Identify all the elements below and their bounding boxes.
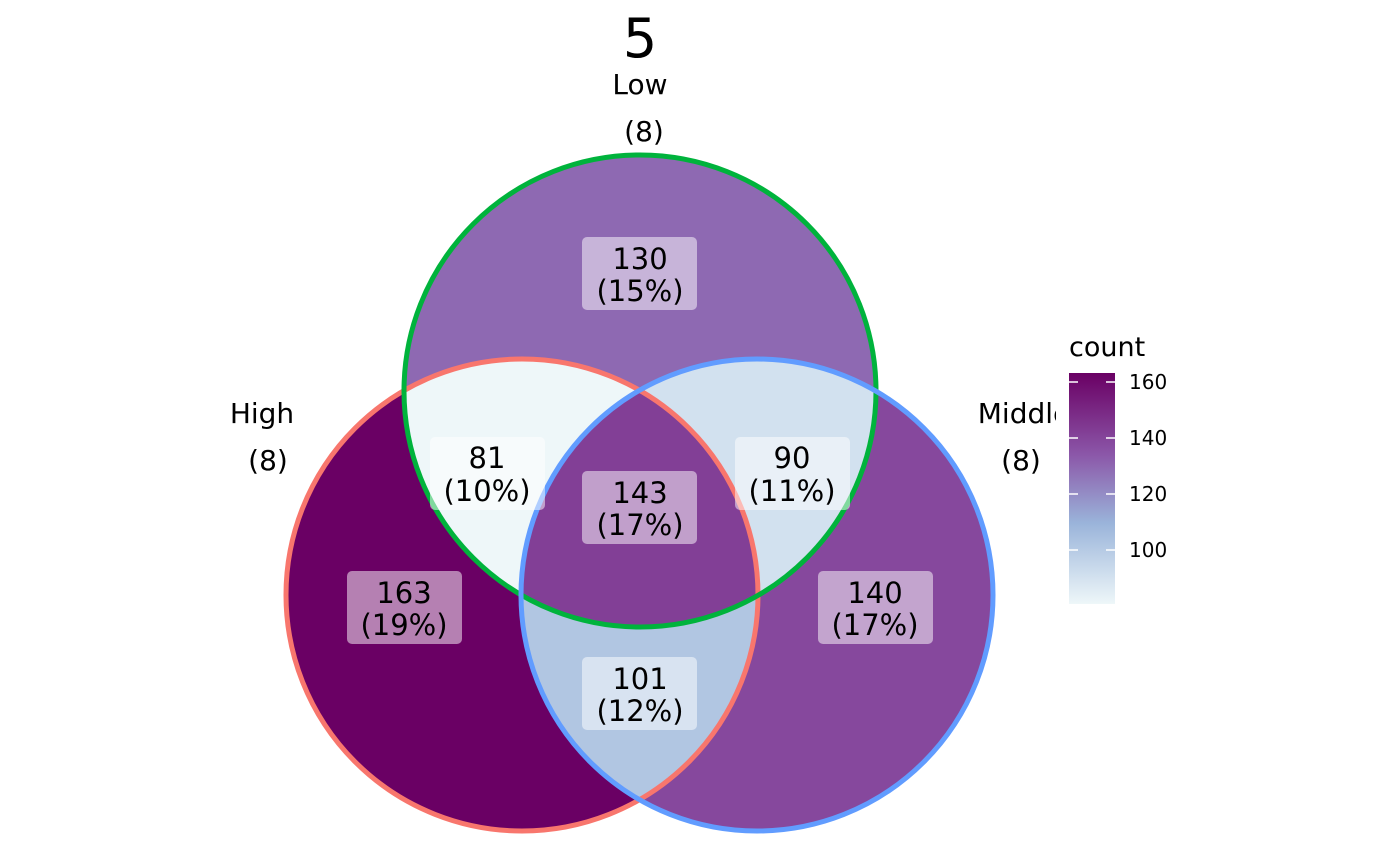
region-percent: (17%) (596, 508, 683, 542)
legend-colorbar (1069, 373, 1115, 604)
legend-tick-label: 160 (1129, 370, 1167, 394)
set-label-low-size: (8) (624, 115, 664, 148)
legend: count 160 140 120 100 (1069, 332, 1167, 604)
set-label-middle-clip: Middle (8) (978, 397, 1071, 477)
region-count: 140 (847, 576, 902, 610)
legend-tick-label: 100 (1129, 538, 1167, 562)
region-percent: (12%) (596, 694, 683, 728)
region-percent: (10%) (443, 474, 530, 508)
region-count: 130 (612, 242, 667, 276)
set-label-middle-name: Middle (978, 397, 1071, 430)
label-box (430, 437, 545, 510)
region-label-all-three: 143 (17%) (582, 471, 697, 544)
region-label-low-only: 130 (15%) (582, 237, 697, 310)
chart-title: 5 (623, 7, 657, 70)
label-box (735, 437, 850, 510)
region-count: 143 (612, 476, 667, 510)
region-count: 163 (376, 576, 431, 610)
legend-tick-label: 140 (1129, 426, 1167, 450)
set-outlines (283, 152, 996, 834)
label-box (818, 571, 933, 644)
region-percent: (19%) (360, 608, 447, 642)
legend-tick-label: 120 (1129, 482, 1167, 506)
region-count: 81 (469, 441, 506, 475)
set-label-middle-size: (8) (1001, 444, 1041, 477)
region-label-middle-only: 140 (17%) (818, 571, 933, 644)
region-percent: (11%) (748, 474, 835, 508)
label-box (582, 657, 697, 730)
region-labels: 130 (15%) 163 (19%) 140 (17%) 81 (10%) 9… (347, 237, 933, 730)
region-count: 90 (774, 441, 811, 475)
region-label-low-high: 81 (10%) (430, 437, 545, 510)
region-label-high-middle: 101 (12%) (582, 657, 697, 730)
label-box (347, 571, 462, 644)
label-box (582, 237, 697, 310)
region-percent: (17%) (831, 608, 918, 642)
region-count: 101 (612, 662, 667, 696)
label-box (582, 471, 697, 544)
set-label-high-size: (8) (248, 444, 288, 477)
set-label-low-name: Low (612, 68, 667, 101)
region-label-low-middle: 90 (11%) (735, 437, 850, 510)
region-label-high-only: 163 (19%) (347, 571, 462, 644)
region-percent: (15%) (596, 274, 683, 308)
legend-ticks (1069, 381, 1115, 551)
set-label-high-name: High (230, 397, 294, 430)
legend-title: count (1069, 332, 1145, 363)
set-outline-middle (518, 356, 996, 834)
